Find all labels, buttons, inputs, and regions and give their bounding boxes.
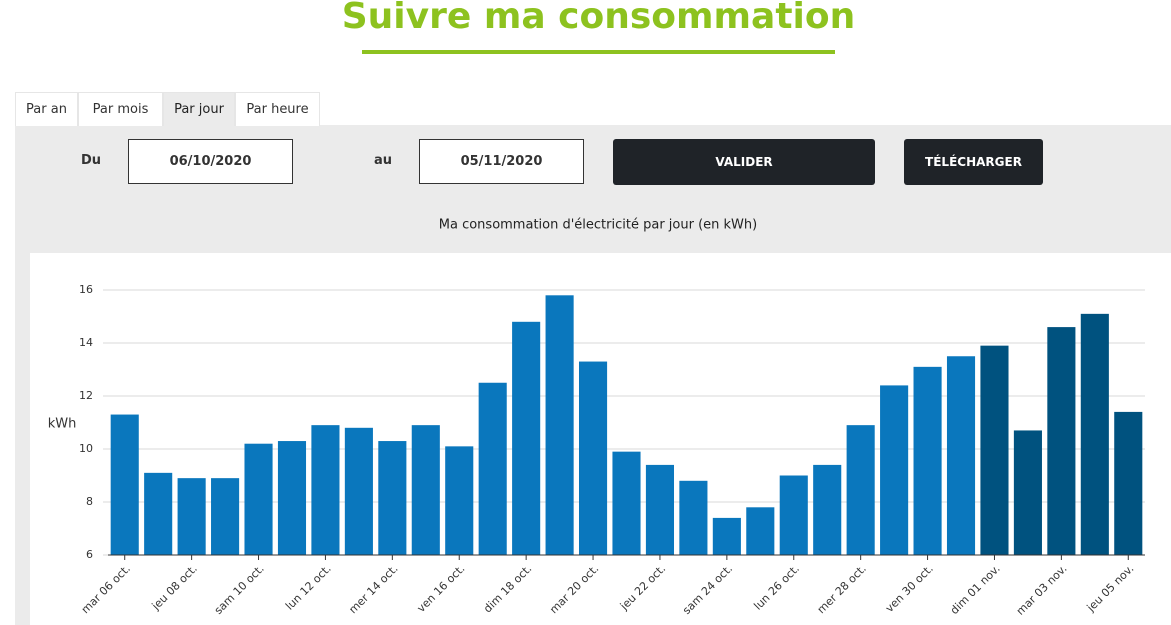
bar	[478, 382, 507, 555]
bar	[746, 507, 775, 555]
y-tick-label: 12	[79, 389, 93, 402]
x-tick-label: dim 01 nov.	[948, 562, 1003, 617]
bar	[411, 425, 440, 555]
from-input[interactable]: 06/10/2020	[128, 139, 293, 184]
bar	[378, 441, 407, 555]
download-button[interactable]: TÉLÉCHARGER	[904, 139, 1043, 185]
bar	[578, 361, 608, 555]
bar	[1013, 430, 1042, 555]
page-title: Suivre ma consommation	[341, 0, 856, 37]
x-tick-label: jeu 22 oct.	[617, 562, 668, 613]
bar	[913, 366, 942, 555]
bar	[1114, 411, 1143, 555]
bar	[712, 517, 741, 555]
x-tick-label: sam 24 oct.	[680, 562, 735, 617]
x-tick-label: mar 20 oct.	[547, 562, 601, 616]
bar	[1047, 327, 1076, 555]
y-tick-label: 10	[79, 442, 93, 455]
tab[interactable]: Par an	[15, 92, 78, 126]
y-tick-label: 16	[79, 283, 93, 296]
bar	[512, 321, 541, 555]
tab[interactable]: Par heure	[235, 92, 320, 126]
bar	[445, 446, 474, 555]
tab[interactable]: Par mois	[78, 92, 163, 126]
x-tick-label: ven 16 oct.	[415, 562, 468, 615]
bar	[612, 451, 641, 555]
bar	[344, 427, 373, 555]
to-input[interactable]: 05/11/2020	[419, 139, 584, 184]
bar	[980, 345, 1009, 555]
bar	[880, 385, 909, 555]
bar	[244, 443, 273, 555]
bar	[211, 478, 240, 555]
bar	[813, 464, 842, 555]
x-tick-label: mar 03 nov.	[1014, 562, 1070, 618]
bar	[679, 480, 708, 555]
y-axis-label: kWh	[48, 417, 77, 432]
bar	[779, 475, 808, 555]
tab[interactable]: Par jour	[163, 92, 235, 126]
bar	[846, 425, 875, 555]
bar	[110, 414, 139, 555]
bar	[144, 472, 173, 555]
y-tick-label: 6	[86, 548, 93, 561]
x-tick-label: mar 06 oct.	[79, 562, 133, 616]
x-tick-label: ven 30 oct.	[883, 562, 936, 615]
submit-button[interactable]: VALIDER	[613, 139, 875, 185]
x-tick-label: jeu 05 nov.	[1084, 562, 1137, 615]
x-tick-label: dim 18 oct.	[481, 562, 534, 615]
bar	[177, 478, 206, 555]
bar	[311, 425, 340, 555]
to-label: au	[374, 153, 393, 168]
x-tick-label: lun 12 oct.	[283, 562, 334, 613]
from-label: Du	[81, 153, 102, 168]
y-tick-label: 14	[79, 336, 93, 349]
x-tick-label: lun 26 oct.	[751, 562, 802, 613]
bar	[946, 356, 976, 555]
chart-title: Ma consommation d'électricité par jour (…	[439, 218, 757, 233]
x-tick-label: mer 28 oct.	[815, 562, 869, 616]
bar	[545, 295, 574, 555]
y-tick-label: 8	[86, 495, 93, 508]
bar	[277, 441, 307, 555]
x-tick-label: jeu 08 oct.	[149, 562, 200, 613]
x-tick-label: sam 10 oct.	[212, 562, 267, 617]
x-tick-label: mer 14 oct.	[346, 562, 400, 616]
title-underline	[362, 50, 835, 54]
bar	[645, 464, 675, 555]
bar	[1080, 313, 1109, 555]
